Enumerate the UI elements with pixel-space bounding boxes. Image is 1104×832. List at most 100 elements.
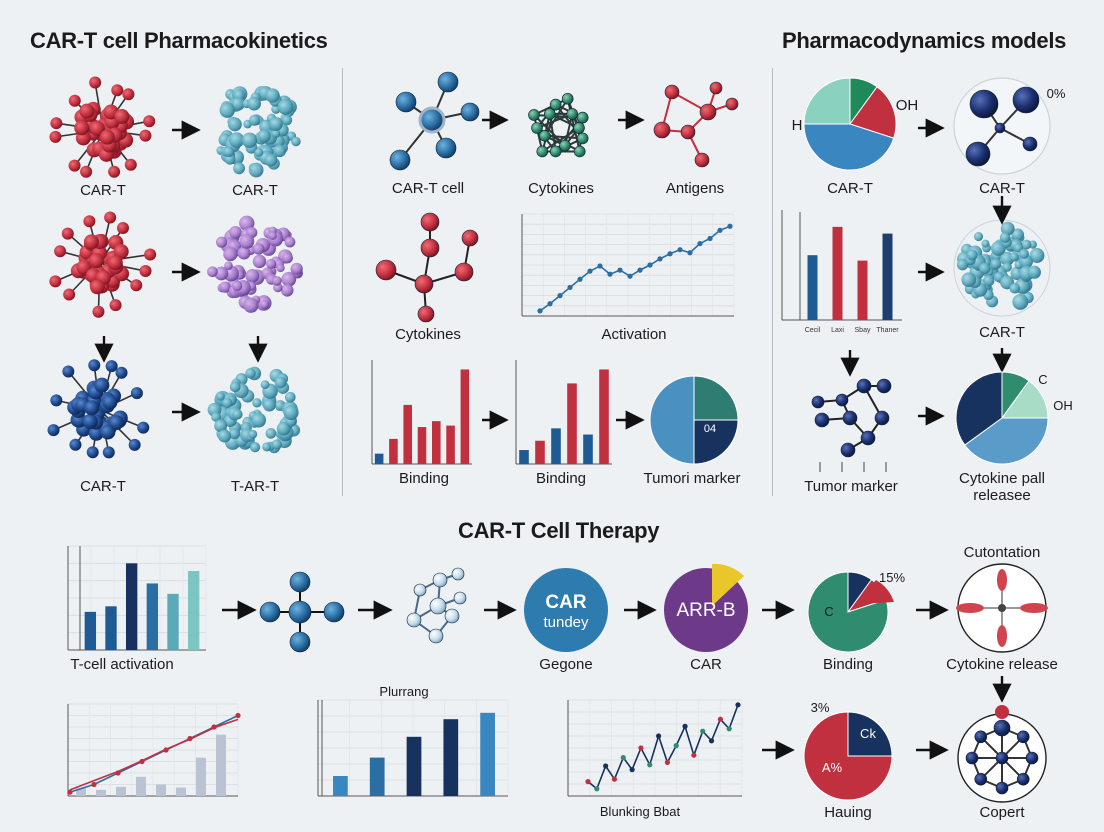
blunking-point [638,745,644,751]
pd-bar-tick-label: Laxi [831,327,844,334]
mid-tumor-marker-label: Tumori marker [643,470,741,487]
tcell-bar [105,606,117,650]
pd-sphere-caption: CAR-T [979,180,1025,197]
copert-red-node [995,705,1009,719]
pd-pie-oh-label: OH [895,97,919,114]
blunking-point [647,762,653,768]
bottom-line-s1-point [67,789,73,795]
activation-point [667,251,673,257]
tumor-marker-pie-label: 04 [704,423,716,435]
plurrang-bar [480,712,495,796]
cytokines2-network [375,212,479,323]
activation-point [727,223,733,229]
binding1-bar [460,369,470,464]
bottom-line-bar [156,784,166,796]
activation-point [597,263,603,269]
binding2-bar [519,450,529,464]
activation-point [547,301,553,307]
pd-pie2-oh-label: OH [1053,398,1073,413]
cart-cell-network [389,71,480,171]
pd-pie-slice [803,77,851,125]
pd-bar-tick-label: Sbay [855,327,871,334]
activation-point [577,276,583,282]
gegone-label: Gegone [539,656,593,673]
tumor-marker-pie-slice [693,419,739,465]
bottom-line-s1-point [91,781,97,788]
blunking-point [673,743,679,749]
tumor-marker-pie-slice [649,375,695,465]
binding2-bar [551,428,561,464]
activation-point [657,256,663,262]
blunking-point [664,759,671,766]
bottom-line-bar [196,757,206,796]
pd-bar-tick-label: Thaner [876,327,899,334]
binding1-bar [374,453,384,464]
plurrang-bar [333,776,348,796]
binding-pie-pct: 15% [878,570,906,585]
activation-point [567,284,573,291]
pd-pie-slice [803,123,895,171]
tcell-activation-label: T-cell activation [70,656,174,673]
pd-bar-bar [807,255,818,320]
blunking-label: Blunking Bbat [599,804,681,819]
binding-label: Binding [822,656,874,673]
pd-cluster-caption: CAR-T [979,324,1025,341]
mid-cytokines2-label: Cytokines [395,326,461,343]
bottom-line-bar [116,786,126,796]
plurrang-bar [443,719,459,796]
pd-bar-bar [882,233,893,320]
binding2-bar [535,440,545,464]
pd-sphere-pct: 0% [1046,86,1066,101]
activation-point [617,267,623,273]
cart-red-molecule-1 [49,76,156,178]
cart-cluster-blob [956,221,1045,310]
divider-right [772,68,773,496]
mid-activation-label: Activation [601,326,667,343]
therapy-title: CAR-T Cell Therapy [458,518,660,543]
cart-red-molecule-2 [49,211,157,318]
pk-r1-left-label: CAR-T [80,182,126,199]
cart-protein-purple [207,215,304,313]
tcell-bar [167,593,179,650]
car-circle-line1: CAR [545,592,587,613]
hauing-pie-slice [847,711,893,757]
pd-cytokine-line2: releasee [973,487,1031,504]
chart-text-layer: 04 Cecil Laxi Sbay Thaner [704,327,899,435]
therapy-light-network [406,567,467,644]
activation-point [637,267,643,273]
cart-protein-teal-1 [216,86,301,178]
pd-bar-bar [832,226,843,320]
cytokine-release-label: Cytokine release [946,656,1058,673]
tcell-axes [79,546,204,651]
binding2-axes [515,360,612,465]
mid-binding1-label: Binding [398,470,450,487]
hauing-label: Hauing [824,804,872,821]
activation-point [537,308,543,314]
bottom-line-s2-line [69,718,239,791]
blunking-point [629,767,635,773]
molecule-layer [47,71,1051,803]
pd-bar-bar [857,260,868,320]
chart-layer [67,77,1049,801]
blunking-point [691,752,697,758]
tcell-bar [187,570,200,650]
pd-pie-h-label: H [791,117,803,134]
activation-point [717,227,723,233]
activation-point [557,293,563,299]
binding1-bar [403,404,412,464]
tcell-bar [84,611,97,650]
bottom-line-bar [76,788,86,796]
pk-r3-right-label: T-AR-T [230,478,280,495]
hauing-pie-pct: 3% [810,700,830,715]
activation-point [587,268,593,274]
mid-antigens-label: Antigens [665,180,725,197]
blunking-point [708,738,715,744]
blunking-point [655,733,662,739]
binding-pie-slice [807,571,889,653]
copert-label: Copert [979,804,1025,821]
cutontation-label: Cutontation [963,544,1041,561]
bottom-line-bar [216,734,226,796]
tumor-marker-pie-slice [693,375,739,421]
plurrang-bar [406,736,422,796]
bottom-line-bar [136,776,146,796]
